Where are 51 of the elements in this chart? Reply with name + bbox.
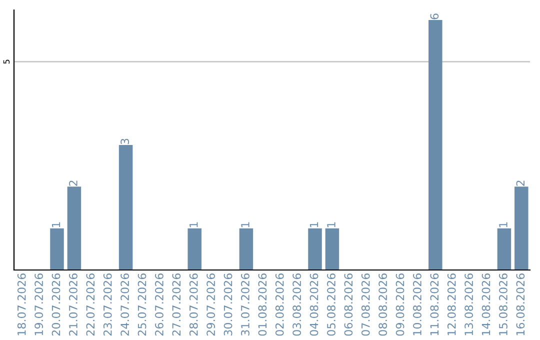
x-tick-label: 04.08.2026 xyxy=(310,273,318,336)
x-tick-label: 15.08.2026 xyxy=(499,273,508,336)
bar xyxy=(308,228,322,270)
x-tick-label: 08.08.2026 xyxy=(378,273,388,336)
data-label: 6 xyxy=(430,14,439,20)
x-tick-label: 20.07.2026 xyxy=(52,273,60,336)
bar xyxy=(514,186,528,270)
x-tick-label: 18.07.2026 xyxy=(17,273,26,336)
x-tick-label: 27.07.2026 xyxy=(172,273,181,336)
x-tick-label: 29.07.2026 xyxy=(206,273,216,336)
x-tick-label: 01.08.2026 xyxy=(258,273,267,336)
x-tick-label: 28.07.2026 xyxy=(189,273,198,336)
x-tick-label: 10.08.2026 xyxy=(413,273,422,336)
bar xyxy=(118,145,133,270)
x-tick-label: 31.07.2026 xyxy=(241,273,250,336)
x-tick-label: 30.07.2026 xyxy=(224,273,232,336)
x-tick-label: 14.08.2026 xyxy=(482,273,490,336)
data-label: 1 xyxy=(52,222,60,228)
data-label: 1 xyxy=(310,222,318,228)
x-tick-label: 25.07.2026 xyxy=(138,273,146,336)
x-tick-label: 11.08.2026 xyxy=(430,273,439,336)
x-tick-label: 09.08.2026 xyxy=(396,273,404,336)
data-label: 1 xyxy=(190,222,198,228)
x-tick-label: 16.08.2026 xyxy=(516,273,525,336)
x-tick-label: 13.08.2026 xyxy=(464,273,474,336)
data-label: 1 xyxy=(327,222,336,228)
x-tick-label: 26.07.2026 xyxy=(155,273,164,336)
bar xyxy=(188,228,202,270)
data-label: 3 xyxy=(120,138,130,144)
x-tick-label: 22.07.2026 xyxy=(86,273,95,336)
x-tick-label: 19.07.2026 xyxy=(34,273,44,336)
x-tick-label: 06.08.2026 xyxy=(344,273,353,336)
data-label: 2 xyxy=(69,180,78,186)
bar xyxy=(428,20,442,270)
x-tick-label: 24.07.2026 xyxy=(120,273,130,336)
data-label: 1 xyxy=(241,222,250,228)
x-tick-label: 07.08.2026 xyxy=(361,273,370,336)
x-tick-label: 23.07.2026 xyxy=(103,273,112,336)
x-tick-label: 12.08.2026 xyxy=(447,273,456,336)
bar xyxy=(325,228,340,270)
bar xyxy=(67,186,82,270)
x-tick-label: 21.07.2026 xyxy=(69,273,78,336)
data-label: 1 xyxy=(499,222,508,228)
x-tick-label: 03.08.2026 xyxy=(292,273,302,336)
bar xyxy=(239,228,254,270)
bar xyxy=(497,228,512,270)
x-tick-label: 05.08.2026 xyxy=(327,273,336,336)
x-tick-label: 02.08.2026 xyxy=(275,273,284,336)
bar xyxy=(50,228,64,270)
data-label: 2 xyxy=(516,180,524,186)
y-tick-label: 5 xyxy=(3,60,10,64)
